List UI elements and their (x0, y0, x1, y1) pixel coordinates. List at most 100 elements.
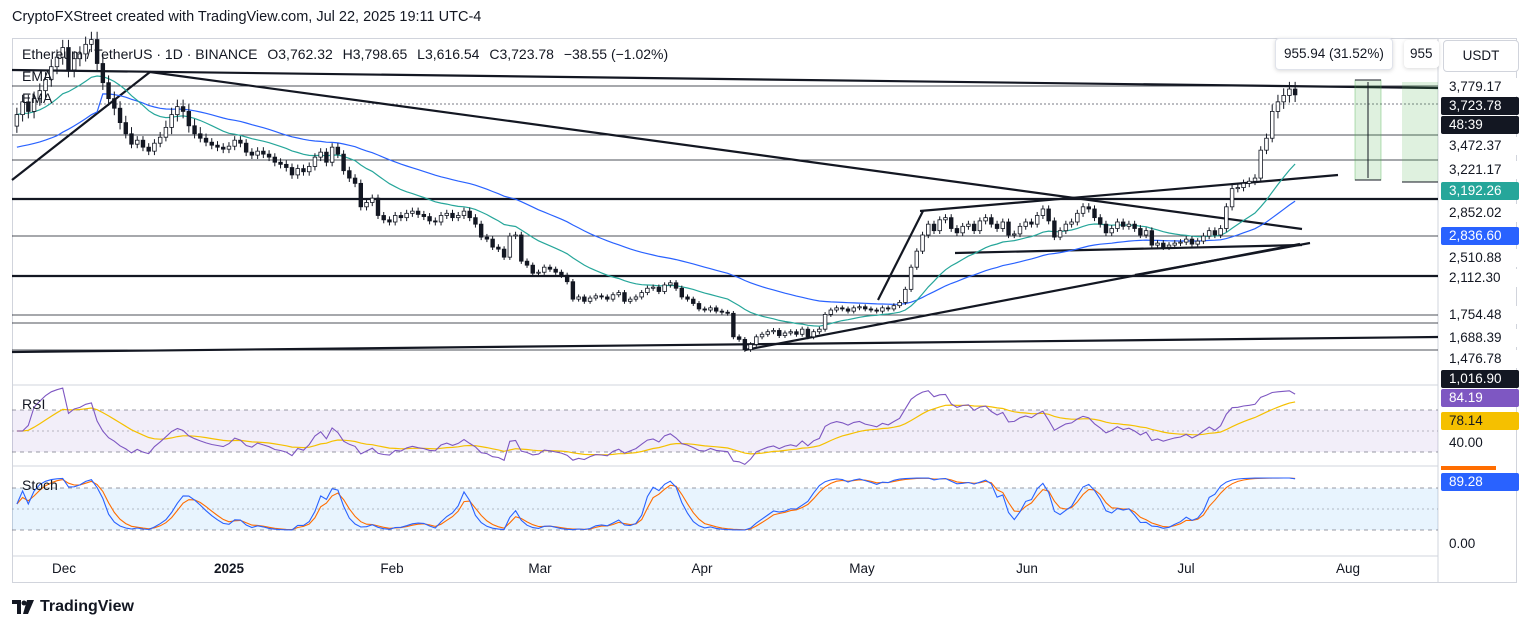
candle-body[interactable] (415, 210, 421, 215)
candle-body[interactable] (324, 151, 329, 163)
candle-body[interactable] (633, 296, 639, 300)
candle-body[interactable] (484, 236, 490, 240)
candle-body[interactable] (1109, 228, 1114, 234)
trend-line[interactable] (744, 242, 1301, 352)
candle-body[interactable] (1000, 221, 1005, 229)
candle-body[interactable] (209, 141, 214, 146)
candle-body[interactable] (1080, 206, 1086, 214)
candle-body[interactable] (1092, 208, 1097, 219)
candle-body[interactable] (1126, 223, 1132, 227)
candle-body[interactable] (312, 156, 318, 167)
candle-body[interactable] (226, 145, 232, 150)
candle-body[interactable] (364, 202, 369, 208)
candle-body[interactable] (392, 215, 398, 223)
candle-body[interactable] (656, 286, 662, 292)
candle-body[interactable] (914, 250, 920, 268)
currency-button[interactable]: USDT (1443, 40, 1519, 72)
candle-body[interactable] (559, 271, 564, 276)
candle-body[interactable] (1086, 206, 1091, 210)
candle-body[interactable] (777, 330, 782, 336)
candle-body[interactable] (1258, 149, 1263, 179)
candle-body[interactable] (754, 336, 759, 345)
candle-body[interactable] (736, 336, 742, 340)
candle-body[interactable] (943, 217, 948, 221)
candle-body[interactable] (433, 220, 438, 223)
candle-body[interactable] (840, 307, 845, 310)
candle-body[interactable] (845, 308, 851, 312)
candle-body[interactable] (1132, 223, 1137, 229)
ema-fast-label[interactable]: EMA (22, 68, 53, 84)
candle-body[interactable] (169, 114, 174, 128)
candle-body[interactable] (650, 286, 656, 289)
candle-body[interactable] (1034, 215, 1040, 225)
candle-body[interactable] (1063, 223, 1069, 232)
candle-body[interactable] (1075, 212, 1080, 223)
candle-body[interactable] (553, 268, 558, 273)
candle-body[interactable] (542, 266, 547, 273)
candle-body[interactable] (742, 338, 748, 350)
candle-body[interactable] (1046, 208, 1051, 222)
candle-body[interactable] (1235, 187, 1241, 190)
candle-body[interactable] (828, 309, 834, 315)
candle-body[interactable] (352, 177, 358, 184)
candle-body[interactable] (903, 288, 908, 303)
candle-body[interactable] (203, 137, 209, 143)
candle-body[interactable] (272, 156, 278, 163)
candle-body[interactable] (691, 298, 696, 304)
candle-body[interactable] (1195, 240, 1200, 245)
candle-body[interactable] (759, 333, 765, 338)
candle-body[interactable] (582, 296, 587, 302)
candle-body[interactable] (14, 114, 20, 127)
candle-body[interactable] (66, 47, 71, 71)
candle-body[interactable] (1143, 230, 1149, 236)
candle-body[interactable] (278, 161, 283, 165)
candle-body[interactable] (1292, 88, 1298, 96)
candle-body[interactable] (135, 139, 140, 145)
candle-body[interactable] (1138, 228, 1143, 236)
rsi-line[interactable] (16, 387, 1296, 466)
candle-body[interactable] (593, 295, 599, 299)
trend-line[interactable] (11, 71, 151, 181)
candle-body[interactable] (599, 295, 604, 298)
candle-body[interactable] (478, 223, 484, 238)
candle-body[interactable] (725, 311, 730, 314)
candle-body[interactable] (238, 139, 243, 144)
candle-body[interactable] (284, 163, 289, 168)
candle-body[interactable] (908, 266, 914, 290)
candle-body[interactable] (926, 223, 931, 236)
candle-body[interactable] (37, 90, 42, 100)
candle-body[interactable] (966, 223, 971, 227)
candle-body[interactable] (1120, 221, 1126, 227)
candle-body[interactable] (335, 146, 341, 155)
candle-body[interactable] (1270, 111, 1275, 139)
candle-body[interactable] (731, 312, 736, 338)
candle-body[interactable] (1201, 235, 1206, 242)
candle-body[interactable] (467, 210, 472, 219)
trend-line[interactable] (954, 243, 1303, 255)
candle-body[interactable] (897, 302, 902, 307)
candle-body[interactable] (662, 284, 667, 292)
candle-body[interactable] (83, 43, 88, 55)
candle-body[interactable] (112, 98, 117, 109)
candle-body[interactable] (513, 234, 518, 237)
candle-body[interactable] (1006, 221, 1011, 236)
candle-body[interactable] (1247, 180, 1252, 184)
candle-body[interactable] (318, 151, 323, 158)
candle-body[interactable] (1224, 206, 1229, 229)
candle-body[interactable] (989, 217, 994, 225)
candle-body[interactable] (771, 330, 776, 333)
candle-body[interactable] (54, 56, 60, 68)
candle-body[interactable] (31, 98, 37, 112)
candle-body[interactable] (702, 308, 707, 311)
candle-body[interactable] (1069, 221, 1074, 225)
candle-body[interactable] (673, 282, 679, 289)
candle-body[interactable] (834, 307, 839, 311)
candle-body[interactable] (891, 305, 897, 310)
candle-body[interactable] (628, 298, 633, 302)
rsi-label[interactable]: RSI (22, 396, 46, 412)
candle-body[interactable] (347, 170, 352, 179)
candle-body[interactable] (564, 274, 570, 283)
candle-body[interactable] (794, 331, 799, 335)
candle-body[interactable] (243, 142, 249, 153)
candle-body[interactable] (639, 292, 644, 298)
